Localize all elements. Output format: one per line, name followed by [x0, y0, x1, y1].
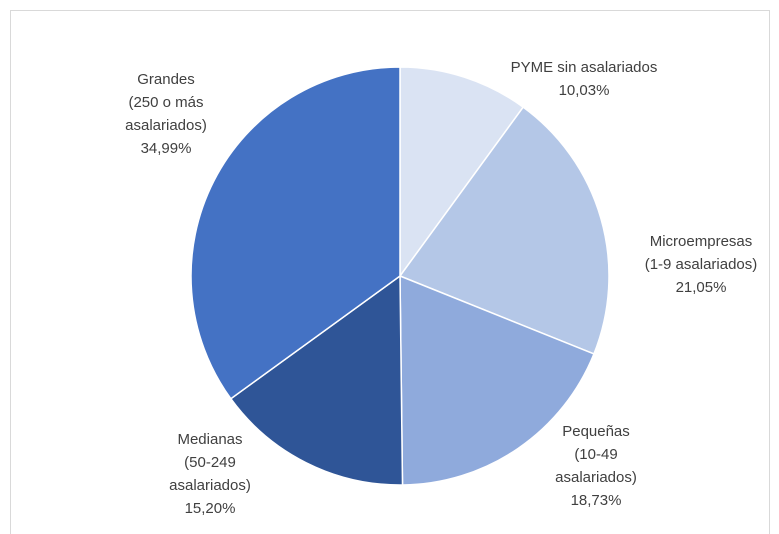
slice-label-line: (1-9 asalariados) — [645, 256, 758, 273]
slice-label-line: (50-249 — [184, 454, 236, 471]
slice-label: Pequeñas (10-49 asalariados) — [555, 423, 637, 486]
slice-label-line: (10-49 — [574, 446, 617, 463]
slice-label: PYME sin asalariados — [511, 59, 658, 76]
value-label: 18,73% — [571, 492, 622, 509]
value-label: 21,05% — [676, 279, 727, 296]
value-label: 15,20% — [185, 500, 236, 517]
slice-label-line: Pequeñas — [562, 423, 630, 440]
slice-label-line: Microempresas — [650, 233, 753, 250]
pie-slice — [398, 106, 610, 355]
pie-slice — [229, 274, 404, 486]
slice-label-line: asalariados) — [555, 469, 637, 486]
chart-frame — [10, 10, 770, 534]
slice-label: Grandes (250 o más asalariados) — [125, 71, 207, 134]
value-label: 34,99% — [141, 140, 192, 157]
value-label: 10,03% — [559, 82, 610, 99]
slice-label-line: PYME sin asalariados — [511, 59, 658, 76]
pie-slice — [399, 274, 595, 486]
slice-label-line: asalariados) — [125, 117, 207, 134]
pie-slice — [399, 66, 525, 279]
slice-label-line: Grandes — [137, 71, 195, 88]
pie-slice — [190, 66, 401, 400]
slice-label: Medianas (50-249 asalariados) — [169, 431, 251, 494]
slice-label: Microempresas (1-9 asalariados) — [645, 233, 758, 273]
slice-label-line: Medianas — [177, 431, 242, 448]
slice-label-line: asalariados) — [169, 477, 251, 494]
slice-label-line: (250 o más — [128, 94, 203, 111]
